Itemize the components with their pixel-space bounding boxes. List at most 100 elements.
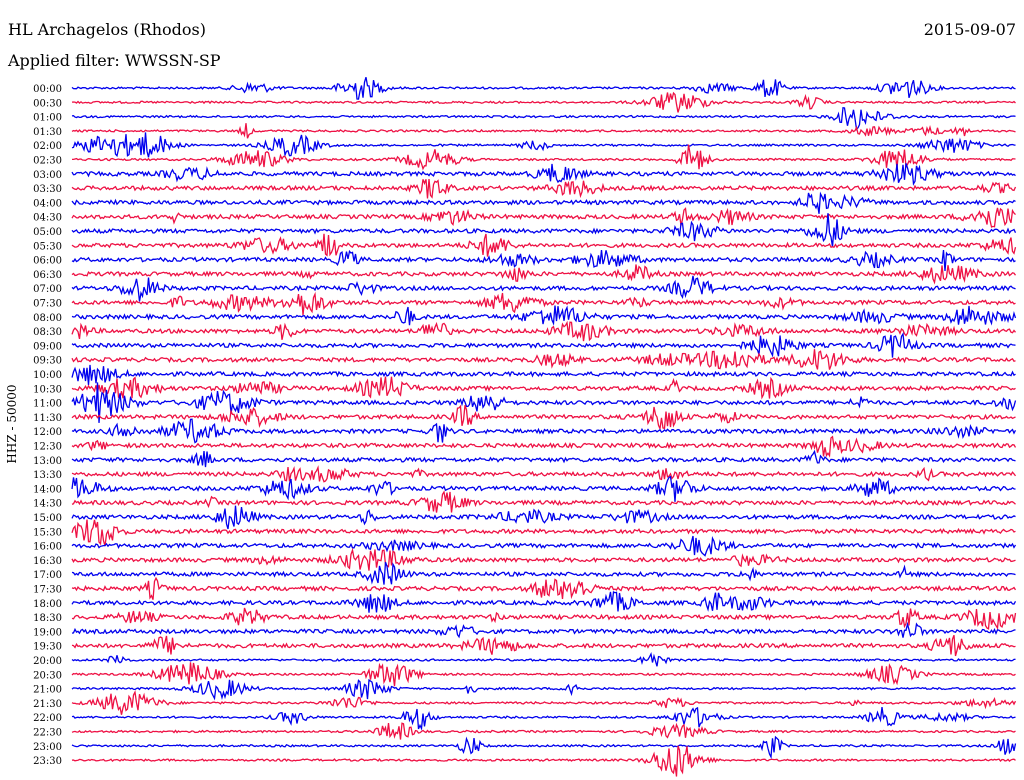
row-label: 09:00	[33, 341, 62, 352]
row-label: 12:00	[33, 427, 62, 438]
row-label: 07:00	[33, 284, 62, 295]
trace-line	[71, 505, 1016, 530]
row-label: 21:30	[33, 699, 62, 710]
trace-line	[71, 745, 1016, 777]
row-label: 02:30	[33, 156, 62, 167]
row-label: 17:00	[33, 570, 62, 581]
trace-line	[71, 376, 1016, 400]
trace-line	[71, 91, 1016, 113]
trace-line	[71, 607, 1017, 630]
trace-line	[72, 144, 1016, 171]
filter-label: Applied filter: WWSSN-SP	[8, 51, 221, 70]
trace-rows: 00:00 00:30 01:00 01:30 02:00 02:30 03:00 03:30…	[33, 77, 1017, 777]
row-label: 23:00	[33, 742, 62, 753]
trace-line	[71, 475, 1016, 502]
trace-line	[71, 132, 1016, 158]
trace-line	[71, 213, 1017, 247]
trace-line	[71, 435, 1017, 458]
row-label: 06:30	[33, 270, 62, 281]
row-label: 13:00	[33, 456, 62, 467]
trace-line	[71, 535, 1017, 557]
row-label: 07:30	[33, 299, 62, 310]
row-label: 03:00	[33, 170, 62, 181]
row-label: 04:30	[33, 213, 62, 224]
row-label: 11:00	[33, 399, 62, 410]
row-label: 22:00	[33, 713, 62, 724]
trace-line	[71, 179, 1017, 199]
row-label: 04:00	[33, 198, 62, 209]
row-label: 20:30	[33, 670, 62, 681]
row-label: 11:30	[33, 413, 62, 424]
trace-line	[71, 722, 1016, 740]
row-label: 15:30	[33, 527, 62, 538]
trace-line	[71, 449, 1016, 468]
row-label: 06:00	[33, 256, 62, 267]
row-label: 19:00	[33, 627, 62, 638]
trace-line	[71, 404, 1016, 432]
row-label: 01:30	[33, 127, 62, 138]
trace-line	[71, 689, 1017, 715]
row-label: 02:00	[33, 141, 62, 152]
row-label: 23:30	[33, 756, 62, 767]
trace-line	[71, 305, 1017, 326]
row-label: 21:00	[33, 685, 62, 696]
trace-line	[71, 621, 1016, 639]
trace-line	[71, 706, 1016, 731]
trace-line	[71, 364, 1016, 386]
trace-line	[71, 634, 1016, 657]
trace-line	[71, 490, 1016, 513]
trace-line	[71, 418, 1017, 444]
trace-line	[71, 382, 1017, 423]
trace-line	[71, 249, 1016, 271]
trace-line	[71, 207, 1016, 228]
row-label: 01:00	[33, 113, 62, 124]
trace-line	[71, 123, 1016, 139]
row-label: 08:30	[33, 327, 62, 338]
row-label: 18:30	[33, 613, 62, 624]
row-label: 10:00	[33, 370, 62, 381]
plot-date: 2015-09-07	[923, 20, 1016, 39]
trace-line	[71, 519, 1016, 547]
trace-line	[71, 465, 1017, 483]
trace-line	[71, 591, 1017, 613]
row-label: 00:00	[33, 84, 62, 95]
row-label: 16:00	[33, 542, 62, 553]
trace-line	[71, 320, 1016, 342]
row-label: 16:30	[33, 556, 62, 567]
trace-line	[71, 678, 1016, 701]
trace-line	[71, 662, 1016, 687]
row-label: 00:30	[33, 98, 62, 109]
trace-line	[71, 291, 1016, 316]
row-label: 18:00	[33, 599, 62, 610]
trace-line	[71, 332, 1016, 358]
row-label: 22:30	[33, 728, 62, 739]
trace-line	[71, 77, 1016, 100]
trace-line	[71, 547, 1016, 571]
row-label: 15:00	[33, 513, 62, 524]
row-label: 13:30	[33, 470, 62, 481]
row-label: 08:00	[33, 313, 62, 324]
row-label: 12:30	[33, 442, 62, 453]
trace-line	[71, 576, 1017, 600]
trace-line	[71, 735, 1017, 760]
row-label: 05:00	[33, 227, 62, 238]
trace-line	[71, 191, 1016, 214]
trace-line	[71, 163, 1016, 186]
trace-line	[71, 233, 1017, 257]
row-label: 10:30	[33, 384, 62, 395]
trace-line	[71, 275, 1016, 302]
row-label: 17:30	[33, 585, 62, 596]
station-title: HL Archagelos (Rhodos)	[8, 20, 206, 39]
row-label: 03:30	[33, 184, 62, 195]
trace-line	[71, 561, 1016, 585]
row-label: 20:00	[33, 656, 62, 667]
trace-line	[71, 349, 1016, 370]
trace-line	[71, 264, 1017, 285]
row-label: 14:00	[33, 484, 62, 495]
row-label: 09:30	[33, 356, 62, 367]
row-label: 05:30	[33, 241, 62, 252]
trace-line	[71, 651, 1016, 667]
row-label: 19:30	[33, 642, 62, 653]
row-label: 14:30	[33, 499, 62, 510]
